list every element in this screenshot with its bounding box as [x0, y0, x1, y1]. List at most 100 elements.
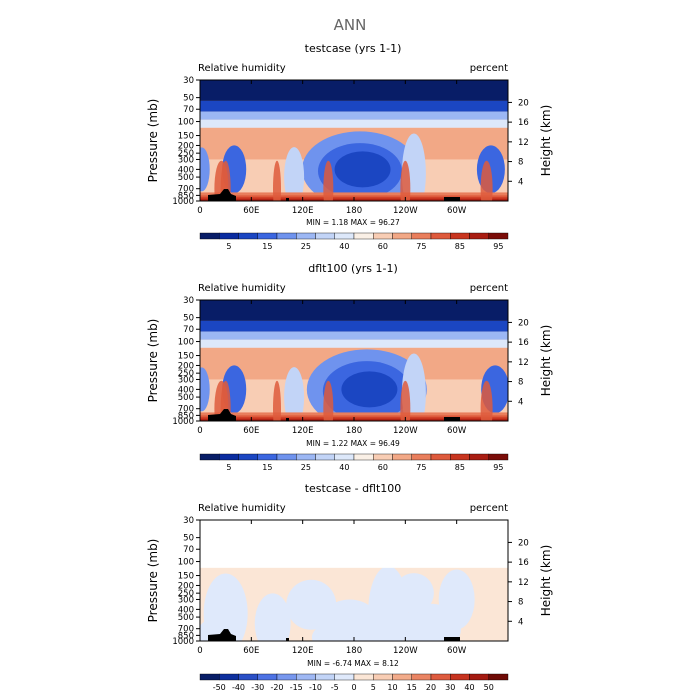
- contour-fill: [273, 160, 281, 201]
- y-tick-label: 250: [178, 369, 194, 379]
- colorbar-swatch: [430, 673, 451, 681]
- x-tick-label: 60E: [243, 426, 259, 436]
- contour-fill: [200, 339, 508, 348]
- units-label: percent: [470, 503, 508, 514]
- colorbar-label: 25: [301, 463, 311, 472]
- colorbar-label: 95: [493, 242, 503, 251]
- colorbar-label: 30: [445, 683, 455, 692]
- x-tick-label: 0: [197, 426, 202, 436]
- y-tick-label: 1000: [172, 637, 194, 647]
- colorbar-swatch: [373, 232, 393, 240]
- colorbar-swatch: [199, 673, 220, 681]
- variable-label: Relative humidity: [198, 63, 286, 74]
- units-label: percent: [470, 283, 508, 294]
- colorbar-swatch: [411, 453, 432, 461]
- colorbar-swatch: [219, 453, 239, 461]
- y-tick-label: 50: [183, 94, 194, 104]
- colorbar: 5 15 25 40 60 75 85 95: [199, 453, 509, 472]
- x-tick-label: 120E: [292, 206, 314, 216]
- colorbar-label: 40: [339, 242, 349, 251]
- y-tick-label: 400: [178, 385, 194, 395]
- x-tick-label: 60E: [243, 206, 259, 216]
- colorbar-swatch: [450, 673, 470, 681]
- contour-fill: [323, 160, 334, 201]
- y-right-tick-label: 16: [518, 338, 529, 348]
- terrain-mask: [208, 189, 236, 201]
- y-tick-label: 100: [178, 558, 194, 568]
- y-right-tick-label: 20: [518, 98, 529, 108]
- contour-fill: [200, 300, 508, 321]
- contour-fill: [200, 367, 210, 412]
- contour-fill: [480, 380, 493, 421]
- y-tick-label: 200: [178, 141, 194, 151]
- x-tick-label: 60W: [447, 426, 467, 436]
- panel-title: dflt100 (yrs 1-1): [308, 262, 398, 275]
- y-right-tick-label: 4: [518, 397, 523, 407]
- y-tick-label: 300: [178, 155, 194, 165]
- contour-field: [200, 300, 508, 421]
- colorbar-swatch: [373, 673, 393, 681]
- terrain-mask: [286, 198, 289, 201]
- colorbar-label: -15: [290, 683, 303, 692]
- colorbar-swatch: [296, 673, 316, 681]
- y-tick-label: 70: [183, 545, 194, 555]
- min-max-stats: MIN = 1.22 MAX = 96.49: [306, 439, 400, 448]
- y-tick-label: 500: [178, 613, 194, 623]
- x-tick-label: 180: [346, 206, 362, 216]
- colorbar-swatch: [199, 232, 220, 240]
- colorbar-swatch: [257, 673, 278, 681]
- contour-fill: [200, 147, 210, 192]
- colorbar-label: 5: [371, 683, 376, 692]
- contour-fill: [200, 520, 508, 568]
- terrain-mask: [444, 417, 460, 421]
- colorbar-label: 0: [351, 683, 356, 692]
- colorbar-swatch: [430, 232, 451, 240]
- contour-fill: [334, 151, 391, 188]
- colorbar-swatch: [334, 673, 355, 681]
- contour-fill: [200, 320, 508, 332]
- y-tick-label: 850: [178, 411, 194, 421]
- y-tick-label: 700: [178, 625, 194, 635]
- colorbar-label: 60: [378, 463, 388, 472]
- y-right-tick-label: 8: [518, 158, 523, 168]
- colorbar-label: 85: [455, 463, 465, 472]
- colorbar-swatch: [296, 232, 316, 240]
- colorbar-swatch: [257, 232, 278, 240]
- y-right-tick-label: 8: [518, 598, 523, 608]
- y-right-axis-label: Height (km): [539, 105, 553, 176]
- y-tick-label: 250: [178, 589, 194, 599]
- colorbar-label: -5: [331, 683, 339, 692]
- contour-fill: [273, 380, 281, 421]
- colorbar-swatch: [450, 453, 470, 461]
- colorbar-swatch: [488, 232, 509, 240]
- y-tick-label: 700: [178, 185, 194, 195]
- y-tick-label: 30: [183, 296, 194, 306]
- colorbar-label: -40: [232, 683, 245, 692]
- terrain-mask: [444, 197, 460, 201]
- colorbar-swatch: [315, 453, 335, 461]
- panel-title: testcase (yrs 1-1): [305, 42, 402, 55]
- y-tick-label: 200: [178, 581, 194, 591]
- y-tick-label: 30: [183, 516, 194, 526]
- colorbar-swatch: [353, 453, 374, 461]
- y-tick-label: 500: [178, 393, 194, 403]
- contour-field: [200, 520, 508, 641]
- y-tick-label: 30: [183, 76, 194, 86]
- y-right-tick-label: 12: [518, 358, 529, 368]
- colorbar-label: -10: [309, 683, 322, 692]
- colorbar-swatch: [488, 673, 509, 681]
- x-tick-label: 60W: [447, 646, 467, 656]
- colorbar-label: 5: [226, 463, 231, 472]
- y-right-tick-label: 12: [518, 138, 529, 148]
- contour-fill: [400, 160, 411, 201]
- y-tick-label: 150: [178, 352, 194, 362]
- x-tick-label: 180: [346, 646, 362, 656]
- colorbar-swatch: [392, 232, 412, 240]
- y-tick-label: 850: [178, 191, 194, 201]
- colorbar-swatch: [296, 453, 316, 461]
- colorbar-swatch: [353, 232, 374, 240]
- x-tick-label: 180: [346, 426, 362, 436]
- terrain-mask: [208, 629, 236, 641]
- y-tick-label: 300: [178, 375, 194, 385]
- contour-fill: [480, 160, 493, 201]
